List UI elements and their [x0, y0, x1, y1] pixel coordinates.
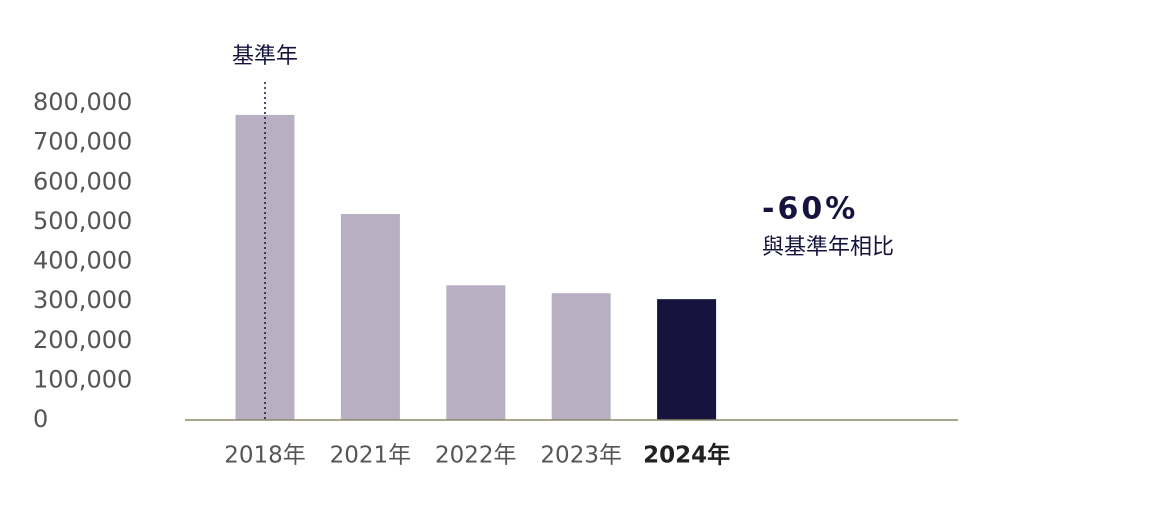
y-tick-label: 100,000: [33, 365, 132, 393]
y-tick-label: 200,000: [33, 326, 132, 354]
y-tick-label: 300,000: [33, 286, 132, 314]
bar: [657, 299, 717, 420]
change-note: 與基準年相比: [762, 235, 894, 260]
baseline-annotation: 基準年: [232, 44, 298, 69]
y-tick-label: 600,000: [33, 167, 132, 195]
y-tick-label: 500,000: [33, 207, 132, 235]
x-tick-label: 2018年: [224, 443, 306, 469]
x-tick-label: 2023年: [540, 443, 622, 469]
x-tick-label: 2022年: [435, 443, 517, 469]
y-tick-label: 400,000: [33, 247, 132, 275]
bar: [551, 293, 611, 420]
x-tick-label: 2021年: [330, 443, 412, 469]
bar: [446, 285, 506, 420]
y-tick-label: 0: [33, 405, 48, 433]
y-tick-label: 800,000: [33, 88, 132, 116]
y-tick-label: 700,000: [33, 128, 132, 156]
x-tick-label: 2024年: [643, 442, 730, 469]
bar: [340, 213, 400, 420]
change-label: -60%: [762, 192, 858, 227]
